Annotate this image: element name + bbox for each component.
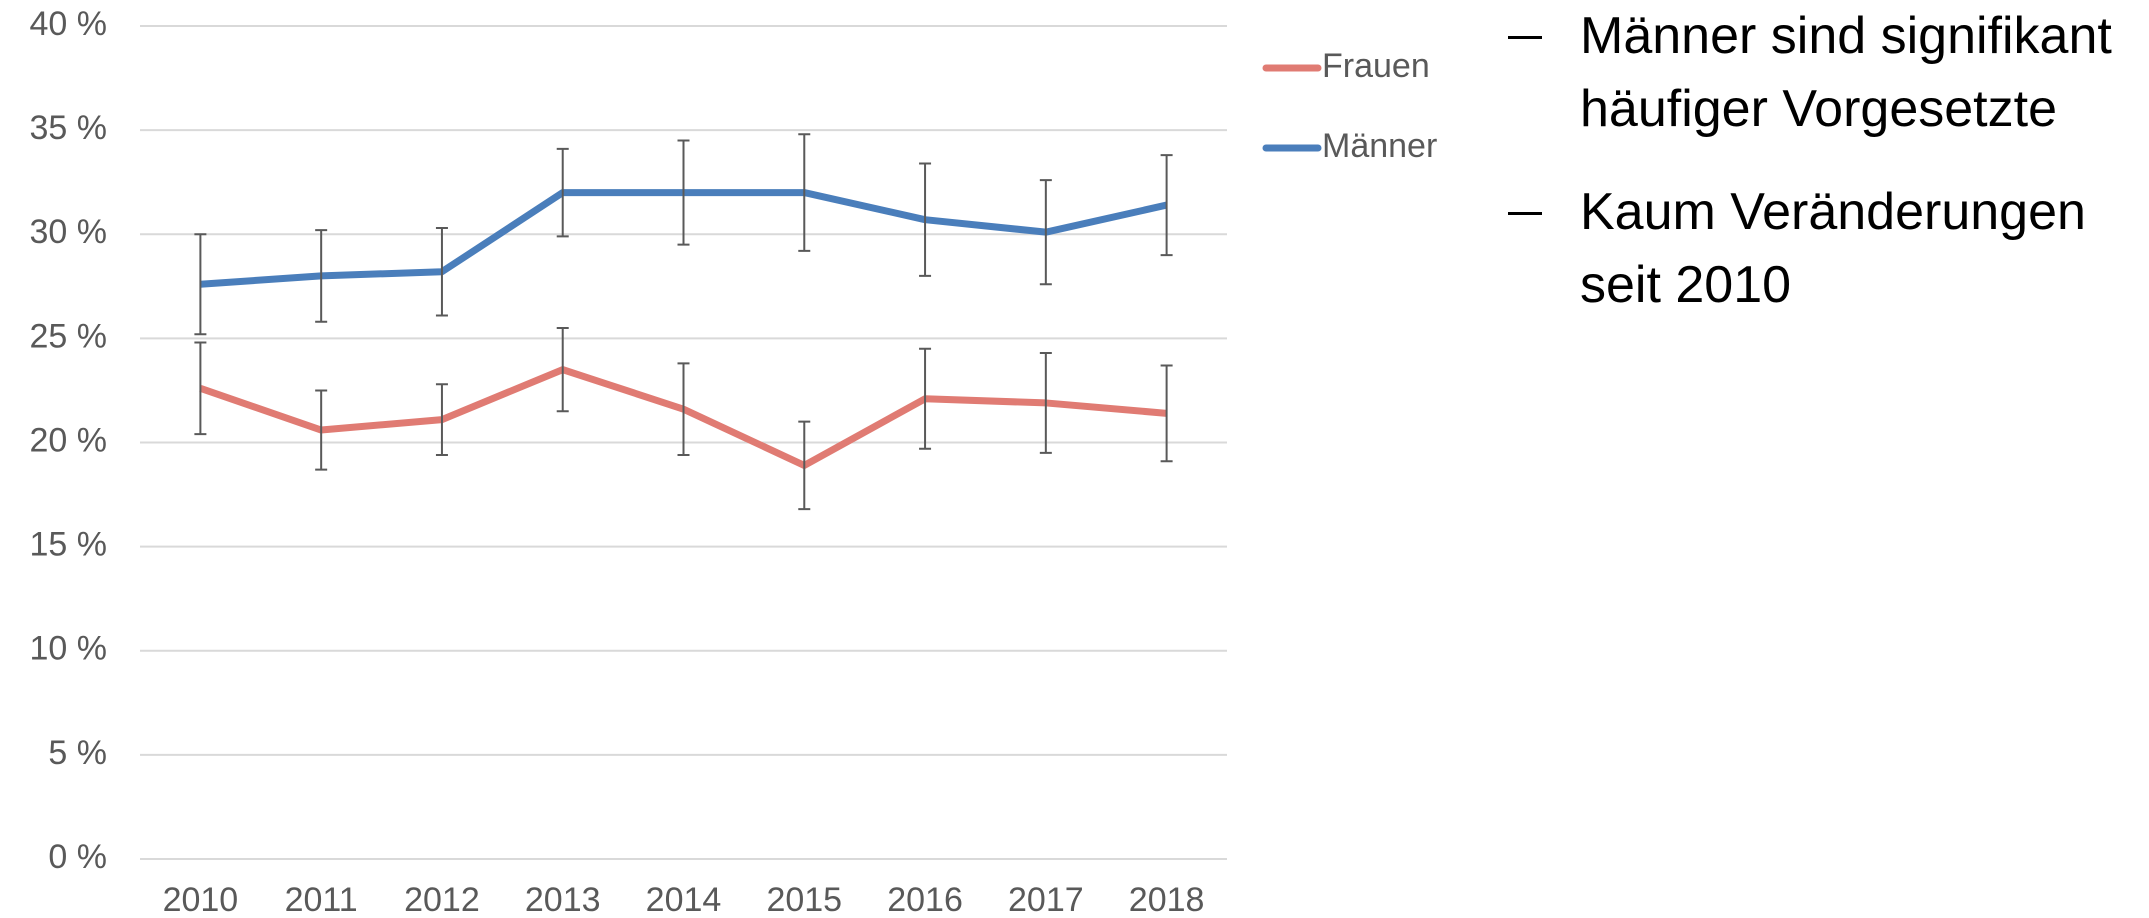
error-bar — [919, 162, 932, 277]
x-tick-label: 2018 — [1129, 881, 1205, 918]
x-tick-label: 2014 — [646, 881, 722, 918]
error-bar — [315, 229, 328, 323]
error-bar — [1039, 179, 1052, 286]
y-tick-label: 20 % — [30, 421, 108, 459]
chart: 0 % 5 % 10 % 15 % 20 % 25 % 30 % 35 % 40 % 2010 20… — [30, 5, 1438, 918]
error-bar — [194, 233, 207, 336]
error-bar — [798, 133, 811, 252]
y-tick-label: 40 % — [30, 5, 108, 43]
error-bar — [798, 420, 811, 511]
error-bar — [1039, 351, 1052, 454]
error-bar — [919, 347, 932, 450]
error-bar — [435, 227, 448, 317]
note-text: Männer sind signifikant häufiger Vorgese… — [1580, 7, 2112, 138]
error-bar — [556, 147, 569, 238]
x-tick-label: 2011 — [285, 881, 358, 918]
error-bar — [556, 326, 569, 413]
y-tick-label: 10 % — [30, 630, 108, 668]
y-tick-label: 0 % — [48, 838, 107, 876]
legend-label: Männer — [1322, 127, 1437, 165]
note-text: Kaum Veränderungen seit 2010 — [1580, 183, 2086, 314]
x-tick-label: 2017 — [1008, 881, 1084, 918]
note: Männer sind signifikant häufiger Vorgese… — [1508, 0, 2149, 146]
x-tick-label: 2016 — [887, 881, 963, 918]
x-tick-label: 2015 — [766, 881, 842, 918]
error-bar — [677, 362, 690, 456]
y-tick-label: 30 % — [30, 213, 108, 251]
note: Kaum Veränderungen seit 2010 — [1508, 176, 2149, 322]
y-tick-label: 25 % — [30, 317, 108, 355]
x-tick-label: 2010 — [163, 881, 239, 918]
error-bar — [315, 389, 328, 471]
error-bar — [1160, 154, 1173, 257]
y-tick-label: 5 % — [48, 734, 107, 772]
y-tick-label: 35 % — [30, 109, 108, 147]
error-bar — [435, 383, 448, 456]
bullet — [1508, 212, 1542, 215]
y-tick-label: 15 % — [30, 526, 108, 564]
x-tick-label: 2012 — [404, 881, 480, 918]
error-bar — [1160, 364, 1173, 463]
bullet — [1508, 36, 1542, 39]
error-bar — [194, 341, 207, 436]
error-bar — [677, 139, 690, 246]
legend-label: Frauen — [1322, 47, 1430, 85]
x-tick-label: 2013 — [525, 881, 601, 918]
notes: Männer sind signifikant häufiger Vorgese… — [1508, 0, 2148, 352]
